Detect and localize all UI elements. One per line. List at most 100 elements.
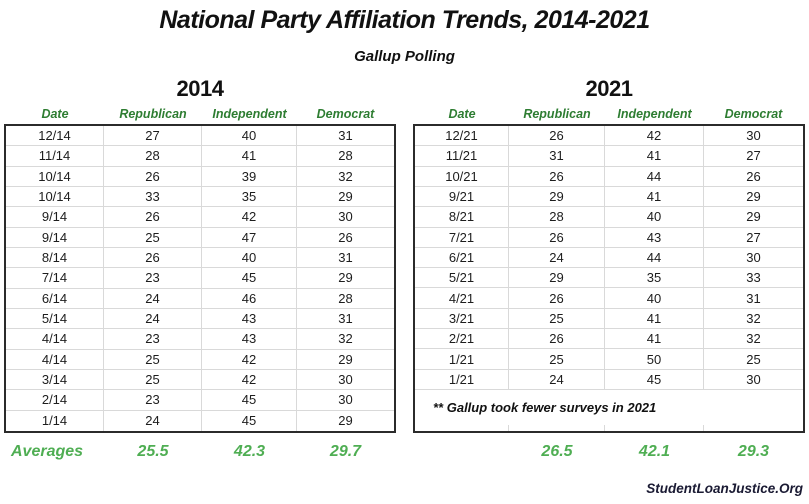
value-cell: 26 (104, 166, 202, 187)
value-cell: 41 (605, 186, 704, 208)
value-cell: 26 (509, 227, 605, 248)
value-cell: 45 (202, 268, 297, 289)
date-cell: 3/21 (415, 308, 509, 330)
value-cell: 41 (605, 146, 704, 167)
value-cell: 29 (509, 268, 605, 289)
value-cell: 43 (605, 227, 704, 248)
date-cell: 1/14 (6, 410, 104, 431)
empty-cell (415, 424, 509, 431)
value-cell: 29 (509, 186, 605, 208)
value-cell: 23 (104, 390, 202, 411)
date-cell: 2/21 (415, 329, 509, 350)
date-cell: 12/14 (6, 126, 104, 147)
date-cell: 10/14 (6, 166, 104, 187)
value-cell: 27 (104, 126, 202, 147)
year-label-2021: 2021 (585, 76, 633, 101)
average-2021-democrat: 29.3 (737, 443, 770, 460)
date-cell: 4/21 (415, 288, 509, 309)
value-cell: 35 (605, 268, 704, 289)
average-2014-republican: 25.5 (137, 443, 169, 460)
value-cell: 45 (202, 410, 297, 431)
value-cell: 42 (202, 207, 297, 228)
value-cell: 28 (297, 146, 394, 167)
value-cell: 31 (297, 248, 394, 269)
value-cell: 31 (704, 288, 803, 309)
date-cell: 11/14 (6, 146, 104, 167)
year-label-2014: 2014 (176, 76, 224, 101)
column-header-date: Date (41, 107, 69, 121)
value-cell: 23 (104, 329, 202, 350)
value-cell: 28 (104, 146, 202, 167)
value-cell: 31 (297, 126, 394, 147)
value-cell: 39 (202, 166, 297, 187)
column-headers-2021: Date Republican Independent Democrat (415, 107, 803, 124)
column-header-independent: Independent (617, 107, 692, 121)
value-cell: 40 (202, 248, 297, 269)
date-cell: 5/21 (415, 268, 509, 289)
column-header-republican: Republican (523, 107, 591, 121)
value-cell: 33 (704, 268, 803, 289)
value-cell: 26 (297, 228, 394, 248)
value-cell: 30 (704, 370, 803, 390)
value-cell: 29 (297, 268, 394, 289)
footer-credit: StudentLoanJustice.Org (646, 481, 803, 496)
date-cell: 5/14 (6, 309, 104, 330)
column-headers-2014: Date Republican Independent Democrat (6, 107, 394, 124)
value-cell: 42 (202, 370, 297, 391)
date-cell: 1/21 (415, 349, 509, 370)
value-cell: 26 (509, 166, 605, 187)
date-cell: 9/14 (6, 207, 104, 228)
empty-cell (509, 424, 605, 431)
value-cell: 25 (104, 370, 202, 391)
value-cell: 26 (704, 167, 803, 187)
date-cell: 3/14 (6, 370, 104, 391)
date-cell: 11/21 (415, 146, 509, 167)
value-cell: 31 (297, 309, 394, 330)
value-cell: 23 (104, 268, 202, 289)
value-cell: 40 (202, 126, 297, 147)
value-cell: 28 (297, 289, 394, 309)
column-header-date: Date (448, 107, 476, 121)
value-cell: 24 (509, 247, 605, 269)
average-2021-independent: 42.1 (638, 443, 671, 460)
value-cell: 35 (202, 187, 297, 208)
value-cell: 30 (297, 390, 394, 411)
value-cell: 29 (338, 413, 353, 429)
date-cell: 4/14 (6, 349, 104, 370)
date-cell: 8/14 (6, 248, 104, 269)
value-cell: 25 (509, 308, 605, 330)
value-cell: 32 (704, 329, 803, 350)
value-cell: 32 (297, 329, 394, 350)
date-cell: 4/14 (6, 329, 104, 350)
value-cell: 24 (509, 369, 605, 390)
value-cell: 40 (605, 207, 704, 228)
table-note: ** Gallup took fewer surveys in 2021 (433, 399, 657, 415)
date-cell: 9/21 (415, 186, 509, 208)
column-header-independent: Independent (212, 107, 287, 121)
date-cell: 9/14 (6, 227, 104, 248)
value-cell: 29 (704, 187, 803, 208)
value-cell: 30 (297, 207, 394, 228)
value-cell: 45 (605, 369, 704, 390)
column-header-democrat: Democrat (724, 107, 783, 121)
table-2014: 12/14 27 40 31 11/14 28 41 28 10/14 26 39 32 10/14 33… (4, 124, 396, 433)
value-cell: 41 (605, 329, 704, 350)
value-cell: 28 (509, 207, 605, 228)
value-cell: 25 (704, 349, 803, 370)
value-cell: 44 (605, 247, 704, 269)
date-cell: 6/21 (415, 247, 509, 269)
value-cell: 47 (202, 227, 297, 248)
empty-cell (704, 425, 803, 431)
value-cell: 25 (509, 349, 605, 370)
averages-label: Averages (11, 443, 84, 460)
average-2014-independent: 42.3 (233, 443, 266, 460)
averages-row: Averages 25.5 42.3 29.7 26.5 42.1 29.3 (0, 443, 809, 465)
value-cell: 45 (202, 390, 297, 411)
value-cell: 24 (104, 410, 202, 431)
date-cell: 7/21 (415, 227, 509, 248)
value-cell: 26 (509, 329, 605, 350)
value-cell: 29 (297, 350, 394, 370)
value-cell: 41 (202, 146, 297, 167)
value-cell: 30 (704, 248, 803, 269)
